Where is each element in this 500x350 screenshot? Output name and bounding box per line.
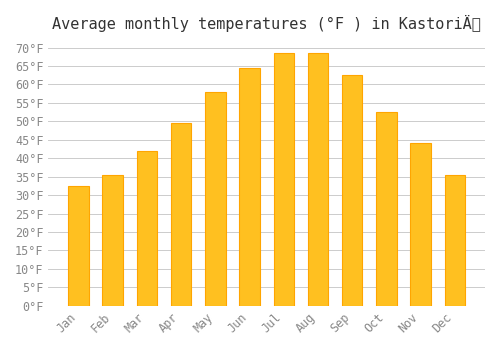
- Bar: [274, 53, 294, 306]
- Title: Average monthly temperatures (°F ) in KastoriÄ: Average monthly temperatures (°F ) in Ka…: [52, 15, 481, 32]
- Bar: [240, 68, 260, 306]
- Bar: [342, 75, 362, 306]
- Bar: [205, 92, 226, 306]
- Bar: [444, 175, 465, 306]
- Bar: [171, 123, 192, 306]
- Bar: [308, 53, 328, 306]
- Bar: [68, 186, 88, 306]
- Bar: [102, 175, 123, 306]
- Bar: [376, 112, 396, 306]
- Bar: [410, 144, 431, 306]
- Bar: [136, 151, 157, 306]
